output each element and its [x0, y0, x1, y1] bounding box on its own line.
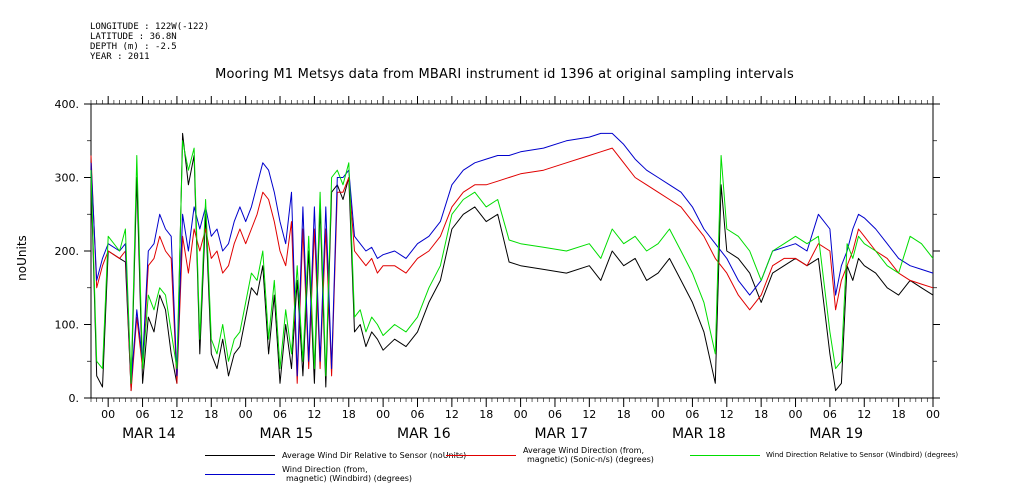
chart-title: Mooring M1 Metsys data from MBARI instru… [215, 67, 794, 82]
x-day-label: MAR 16 [397, 426, 451, 442]
x-tick-label: 00 [239, 408, 253, 421]
legend-label-red-2: magnetic) (Sonic-n/s) (degrees) [527, 455, 654, 464]
longitude-text: LONGITUDE : 122W(-122) [90, 22, 210, 32]
year-text: YEAR : 2011 [90, 52, 150, 62]
x-tick-label: 06 [823, 408, 837, 421]
latitude-text: LATITUDE : 36.8N [90, 32, 177, 42]
y-tick-label: 300. [55, 172, 80, 185]
x-tick-label: 18 [892, 408, 906, 421]
x-tick-label: 12 [307, 408, 321, 421]
x-tick-label: 06 [685, 408, 699, 421]
series-line-2 [90, 140, 934, 384]
x-tick-label: 00 [376, 408, 390, 421]
x-tick-label: 18 [204, 408, 218, 421]
x-tick-label: 00 [101, 408, 115, 421]
x-tick-label: 12 [445, 408, 459, 421]
legend-label-black: Average Wind Dir Relative to Sensor (noU… [282, 451, 467, 460]
legend-label-red-1: Average Wind Direction (from, [523, 446, 645, 455]
legend-label-blue-1: Wind Direction (from, [282, 465, 368, 474]
legend-label-blue-2: magnetic) (Windbird) (degrees) [286, 474, 413, 483]
x-tick-label: 12 [720, 408, 734, 421]
x-tick-label: 00 [514, 408, 528, 421]
x-day-label: MAR 14 [122, 426, 176, 442]
x-tick-label: 00 [789, 408, 803, 421]
y-tick-label: 400. [55, 98, 80, 111]
x-tick-label: 12 [582, 408, 596, 421]
legend-swatch-blue [205, 474, 275, 475]
x-tick-label: 18 [754, 408, 768, 421]
x-day-label: MAR 17 [534, 426, 588, 442]
y-tick-label: 200. [55, 245, 80, 258]
y-tick-label: 100. [55, 319, 80, 332]
x-tick-label: 18 [479, 408, 493, 421]
x-tick-label: 06 [548, 408, 562, 421]
x-tick-label: 06 [410, 408, 424, 421]
series-line-3 [90, 132, 934, 384]
x-day-label: MAR 18 [672, 426, 726, 442]
x-day-label: MAR 15 [260, 426, 314, 442]
x-tick-label: 18 [617, 408, 631, 421]
y-tick-label: 0. [69, 392, 80, 405]
legend-swatch-green [690, 455, 760, 456]
x-tick-label: 12 [170, 408, 184, 421]
series-line-0 [90, 132, 934, 392]
x-tick-label: 12 [857, 408, 871, 421]
x-tick-label: 06 [136, 408, 150, 421]
depth-text: DEPTH (m) : -2.5 [90, 42, 177, 52]
legend-swatch-red [446, 455, 516, 456]
x-tick-label: 06 [273, 408, 287, 421]
series-line-1 [90, 147, 934, 392]
x-tick-label: 18 [342, 408, 356, 421]
x-day-label: MAR 19 [809, 426, 863, 442]
legend-label-green: Wind Direction Relative to Sensor (Windb… [766, 451, 959, 459]
x-tick-label: 00 [926, 408, 940, 421]
metadata-block: LONGITUDE : 122W(-122) LATITUDE : 36.8N … [90, 22, 209, 62]
x-tick-label: 00 [651, 408, 665, 421]
legend-swatch-black [205, 455, 275, 456]
